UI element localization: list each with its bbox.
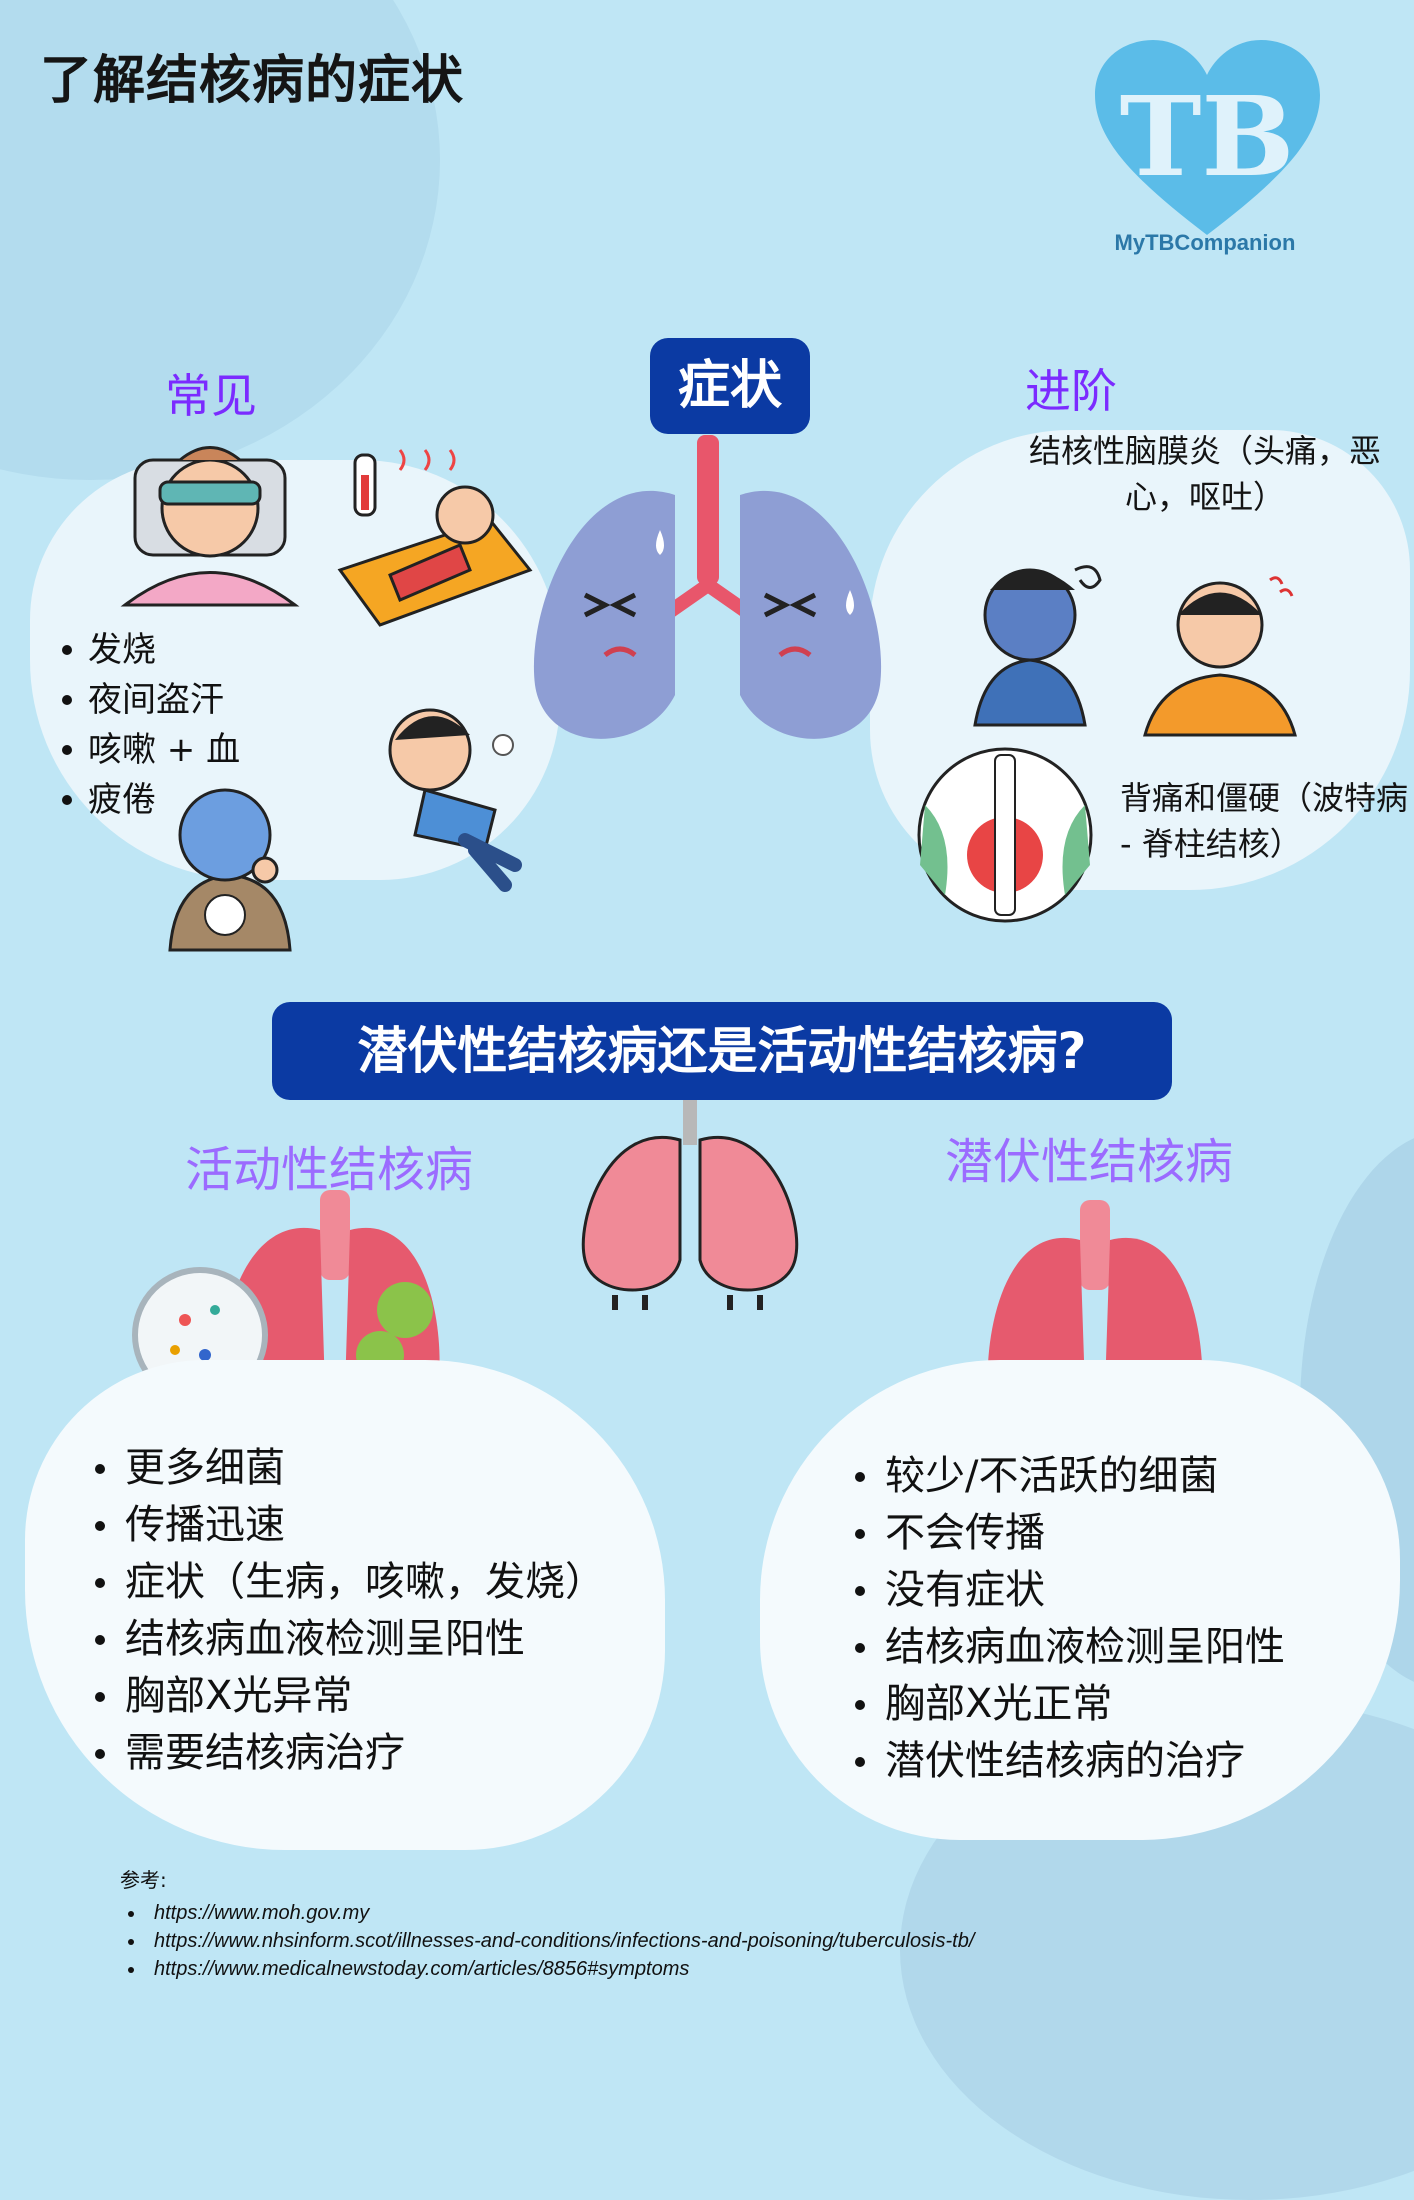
page-title: 了解结核病的症状 bbox=[40, 51, 465, 111]
list-item: 发烧 bbox=[50, 625, 240, 675]
list-item: 较少/不活跃的细菌 bbox=[845, 1448, 1285, 1505]
brand-name: MyTBCompanion bbox=[1114, 230, 1296, 255]
list-item: 需要结核病治疗 bbox=[85, 1725, 605, 1782]
meningitis-text: 结核性脑膜炎（头痛，恶心，呕吐） bbox=[1028, 432, 1381, 516]
list-item: 症状（生病，咳嗽，发烧） bbox=[85, 1554, 605, 1611]
spine-xray-icon bbox=[917, 747, 1093, 923]
tired-child-icon bbox=[388, 708, 522, 892]
list-item: 夜间盗汗 bbox=[50, 675, 240, 725]
list-item: 疲倦 bbox=[50, 775, 240, 825]
list-item: 胸部X光正常 bbox=[845, 1676, 1285, 1733]
list-item: 没有症状 bbox=[845, 1562, 1285, 1619]
list-item: 传播迅速 bbox=[85, 1497, 605, 1554]
list-item: 潜伏性结核病的治疗 bbox=[845, 1733, 1285, 1790]
list-item: 不会传播 bbox=[845, 1505, 1285, 1562]
heart-logo-icon: TB bbox=[1095, 40, 1320, 235]
references-list: https://www.moh.gov.my https://www.nhsin… bbox=[120, 1899, 974, 1983]
sick-person-in-bed-icon bbox=[120, 446, 300, 607]
nauseous-person-icon bbox=[973, 565, 1102, 727]
list-item: 更多细菌 bbox=[85, 1440, 605, 1497]
reference-link[interactable]: https://www.nhsinform.scot/illnesses-and… bbox=[120, 1927, 974, 1955]
logo-letters: TB bbox=[1120, 72, 1295, 201]
list-item: 咳嗽 + 血 bbox=[50, 725, 240, 775]
list-item: 结核病血液检测呈阳性 bbox=[85, 1611, 605, 1668]
spine-tb-text: 背痛和僵硬（波特病 - 脊柱结核） bbox=[1120, 779, 1409, 863]
active-tb-list: 更多细菌 传播迅速 症状（生病，咳嗽，发烧） 结核病血液检测呈阳性 胸部X光异常… bbox=[85, 1440, 605, 1782]
fever-child-icon bbox=[337, 449, 533, 627]
references-title: 参考: bbox=[120, 1868, 167, 1892]
reference-link[interactable]: https://www.medicalnewstoday.com/article… bbox=[120, 1955, 974, 1983]
sad-lungs-blue-icon bbox=[533, 435, 882, 739]
reference-link[interactable]: https://www.moh.gov.my bbox=[120, 1899, 974, 1927]
latent-tb-list: 较少/不活跃的细菌 不会传播 没有症状 结核病血液检测呈阳性 胸部X光正常 潜伏… bbox=[845, 1448, 1285, 1790]
comparison-heading: 潜伏性结核病还是活动性结核病? bbox=[272, 1002, 1172, 1100]
symptoms-heading: 症状 bbox=[650, 338, 810, 434]
active-tb-label: 活动性结核病 bbox=[185, 1142, 474, 1198]
list-item: 结核病血液检测呈阳性 bbox=[845, 1619, 1285, 1676]
active-tb-cloud bbox=[25, 1360, 665, 1850]
coughing-person-icon bbox=[168, 788, 292, 952]
common-label: 常见 bbox=[165, 369, 257, 423]
latent-tb-label: 潜伏性结核病 bbox=[945, 1134, 1234, 1190]
references: 参考: https://www.moh.gov.my https://www.n… bbox=[120, 1864, 974, 1983]
headache-person-icon bbox=[1143, 576, 1297, 737]
advanced-label: 进阶 bbox=[1025, 364, 1117, 418]
list-item: 胸部X光异常 bbox=[85, 1668, 605, 1725]
pink-lungs-characters-icon bbox=[581, 1100, 799, 1310]
common-symptom-list: 发烧 夜间盗汗 咳嗽 + 血 疲倦 bbox=[50, 625, 240, 825]
latent-tb-cloud bbox=[760, 1360, 1400, 1840]
